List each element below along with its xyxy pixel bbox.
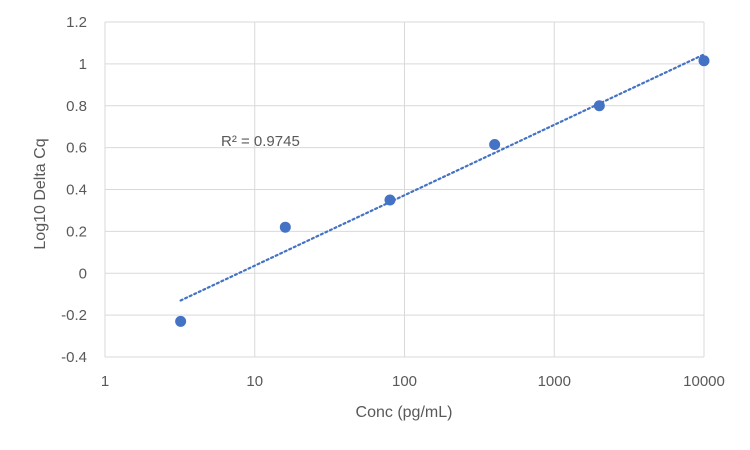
trendline-layer bbox=[179, 53, 706, 302]
x-axis-title: Conc (pg/mL) bbox=[356, 404, 453, 421]
data-point-2 bbox=[384, 194, 396, 206]
y-axis-title: Log10 Delta Cq bbox=[32, 138, 49, 249]
data-point-1 bbox=[279, 221, 291, 233]
y-axis-tick-labels: -0.4 -0.2 0 0.2 0.4 0.6 0.8 1 1.2 bbox=[61, 14, 87, 366]
y-tick-label-5: 0.6 bbox=[66, 140, 87, 157]
data-point-5 bbox=[698, 55, 710, 67]
x-tick-label-2: 100 bbox=[392, 373, 417, 390]
x-tick-label-3: 1000 bbox=[538, 373, 571, 390]
grid-lines bbox=[104, 21, 705, 358]
data-point-4 bbox=[593, 100, 605, 112]
x-tick-label-0: 1 bbox=[101, 373, 109, 390]
x-tick-label-1: 10 bbox=[246, 373, 263, 390]
data-point-0 bbox=[175, 315, 187, 327]
y-tick-label-1: -0.2 bbox=[61, 307, 87, 324]
data-point-3 bbox=[489, 138, 501, 150]
trendline bbox=[179, 53, 706, 302]
y-tick-label-3: 0.2 bbox=[66, 223, 87, 240]
data-points bbox=[175, 55, 710, 327]
y-tick-label-8: 1.2 bbox=[66, 14, 87, 31]
y-tick-label-0: -0.4 bbox=[61, 349, 87, 366]
x-tick-label-4: 10000 bbox=[683, 373, 725, 390]
y-tick-label-7: 1 bbox=[79, 56, 87, 73]
y-tick-label-4: 0.4 bbox=[66, 182, 87, 199]
y-tick-label-2: 0 bbox=[79, 265, 87, 282]
r-squared-annotation: R² = 0.9745 bbox=[221, 133, 300, 150]
y-tick-label-6: 0.8 bbox=[66, 98, 87, 115]
x-axis-tick-labels: 1 10 100 1000 10000 bbox=[101, 373, 725, 390]
